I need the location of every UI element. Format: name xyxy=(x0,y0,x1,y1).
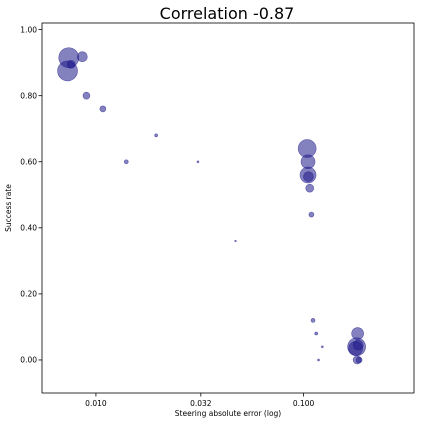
data-point xyxy=(317,358,320,362)
y-tick-label: 0.80 xyxy=(20,91,37,100)
data-point xyxy=(123,159,129,165)
x-axis-label: Steering absolute error (log) xyxy=(175,409,282,418)
y-tick-label: 0.60 xyxy=(20,157,37,166)
chart-title: Correlation -0.87 xyxy=(160,4,295,23)
y-axis-ticks: 0.00 0.20 0.40 0.60 0.80 1.00 xyxy=(20,25,42,365)
x-tick-label: 0.010 xyxy=(85,399,107,408)
data-point xyxy=(196,160,200,164)
y-tick-label: 0.00 xyxy=(20,356,37,365)
data-point xyxy=(300,154,316,170)
y-axis-label: Success rate xyxy=(4,184,13,232)
data-point xyxy=(352,339,364,351)
y-tick-label: 0.40 xyxy=(20,224,37,233)
data-point xyxy=(308,211,315,218)
data-point xyxy=(66,59,76,69)
data-point xyxy=(314,331,319,336)
data-point xyxy=(154,133,158,138)
y-tick-label: 1.00 xyxy=(20,25,37,34)
data-point xyxy=(310,318,316,323)
data-point xyxy=(320,345,324,349)
y-tick-label: 0.20 xyxy=(20,290,37,299)
data-point xyxy=(82,91,91,100)
x-axis-ticks: 0.010 0.032 0.100 xyxy=(85,393,315,408)
x-tick-label: 0.032 xyxy=(190,399,212,408)
plot-area-frame xyxy=(41,22,415,394)
data-point xyxy=(305,183,315,193)
data-point xyxy=(303,171,314,182)
data-point xyxy=(99,105,107,113)
data-point xyxy=(77,51,88,62)
data-point xyxy=(355,356,363,364)
data-point xyxy=(234,239,237,243)
data-points xyxy=(57,47,366,365)
x-tick-label: 0.100 xyxy=(293,399,315,408)
